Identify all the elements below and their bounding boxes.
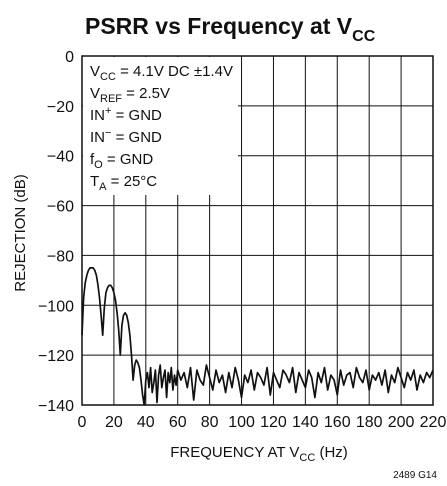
annotation-line: TA = 25°C (90, 173, 157, 193)
annotation-line: VCC = 4.1V DC ±1.4V (90, 63, 233, 83)
x-tick-label: 100 (228, 414, 255, 431)
plot-frame (81, 55, 434, 406)
x-tick-label: 40 (137, 414, 155, 431)
annotation-line: IN+ = GND (90, 105, 162, 124)
x-axis-label-sub: CC (299, 452, 315, 464)
y-tick-label: −80 (47, 248, 74, 265)
chart-title: PSRR vs Frequency at VCC (85, 13, 376, 45)
y-tick-label: −60 (47, 199, 74, 216)
x-tick-label: 200 (388, 414, 415, 431)
x-tick-label: 220 (420, 414, 447, 431)
x-tick-label: 20 (105, 414, 123, 431)
chart-title-sub: CC (352, 28, 376, 45)
x-tick-label: 120 (260, 414, 287, 431)
x-tick-label: 180 (356, 414, 383, 431)
x-tick-label: 0 (78, 414, 87, 431)
annotation-background (83, 57, 238, 195)
x-tick-label: 160 (324, 414, 351, 431)
y-tick-label: −120 (38, 348, 74, 365)
x-axis-label-tail: (Hz) (315, 444, 348, 461)
x-tick-label: 140 (292, 414, 319, 431)
x-axis-label: FREQUENCY AT VCC (Hz) (170, 444, 348, 464)
annotation-line: IN− = GND (90, 127, 162, 146)
y-tick-label: −100 (38, 298, 74, 315)
y-axis-label: REJECTION (dB) (12, 174, 29, 292)
series-layer (81, 267, 434, 406)
annotation-line: fO = GND (90, 151, 153, 171)
y-tick-label: −40 (47, 149, 74, 166)
x-axis-label-main: FREQUENCY AT V (170, 444, 299, 461)
annotation-line: VREF = 2.5V (90, 85, 170, 105)
figure-id: 2489 G14 (393, 470, 437, 481)
y-tick-label: 0 (65, 49, 74, 66)
x-tick-labels: 0 20 40 60 80 100 120 140 160 180 200 220 (78, 414, 447, 431)
x-tick-label: 60 (169, 414, 187, 431)
x-tick-label: 80 (201, 414, 219, 431)
y-tick-label: −20 (47, 99, 74, 116)
y-tick-label: −140 (38, 398, 74, 415)
y-tick-labels: 0 −20 −40 −60 −80 −100 −120 −140 (38, 49, 74, 415)
series-line-psrr (81, 267, 434, 406)
chart-title-main: PSRR vs Frequency at V (85, 13, 353, 39)
